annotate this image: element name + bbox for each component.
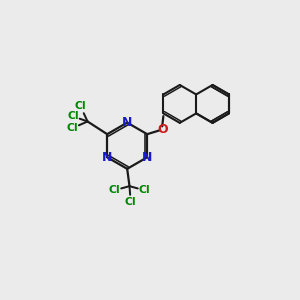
Text: Cl: Cl xyxy=(109,185,120,195)
Text: N: N xyxy=(102,151,112,164)
Text: Cl: Cl xyxy=(68,111,79,122)
Text: Cl: Cl xyxy=(125,197,136,207)
Text: O: O xyxy=(157,123,167,136)
Text: N: N xyxy=(122,116,132,129)
Text: Cl: Cl xyxy=(66,123,78,134)
Text: N: N xyxy=(142,151,152,164)
Text: Cl: Cl xyxy=(75,101,86,112)
Text: Cl: Cl xyxy=(139,185,150,195)
